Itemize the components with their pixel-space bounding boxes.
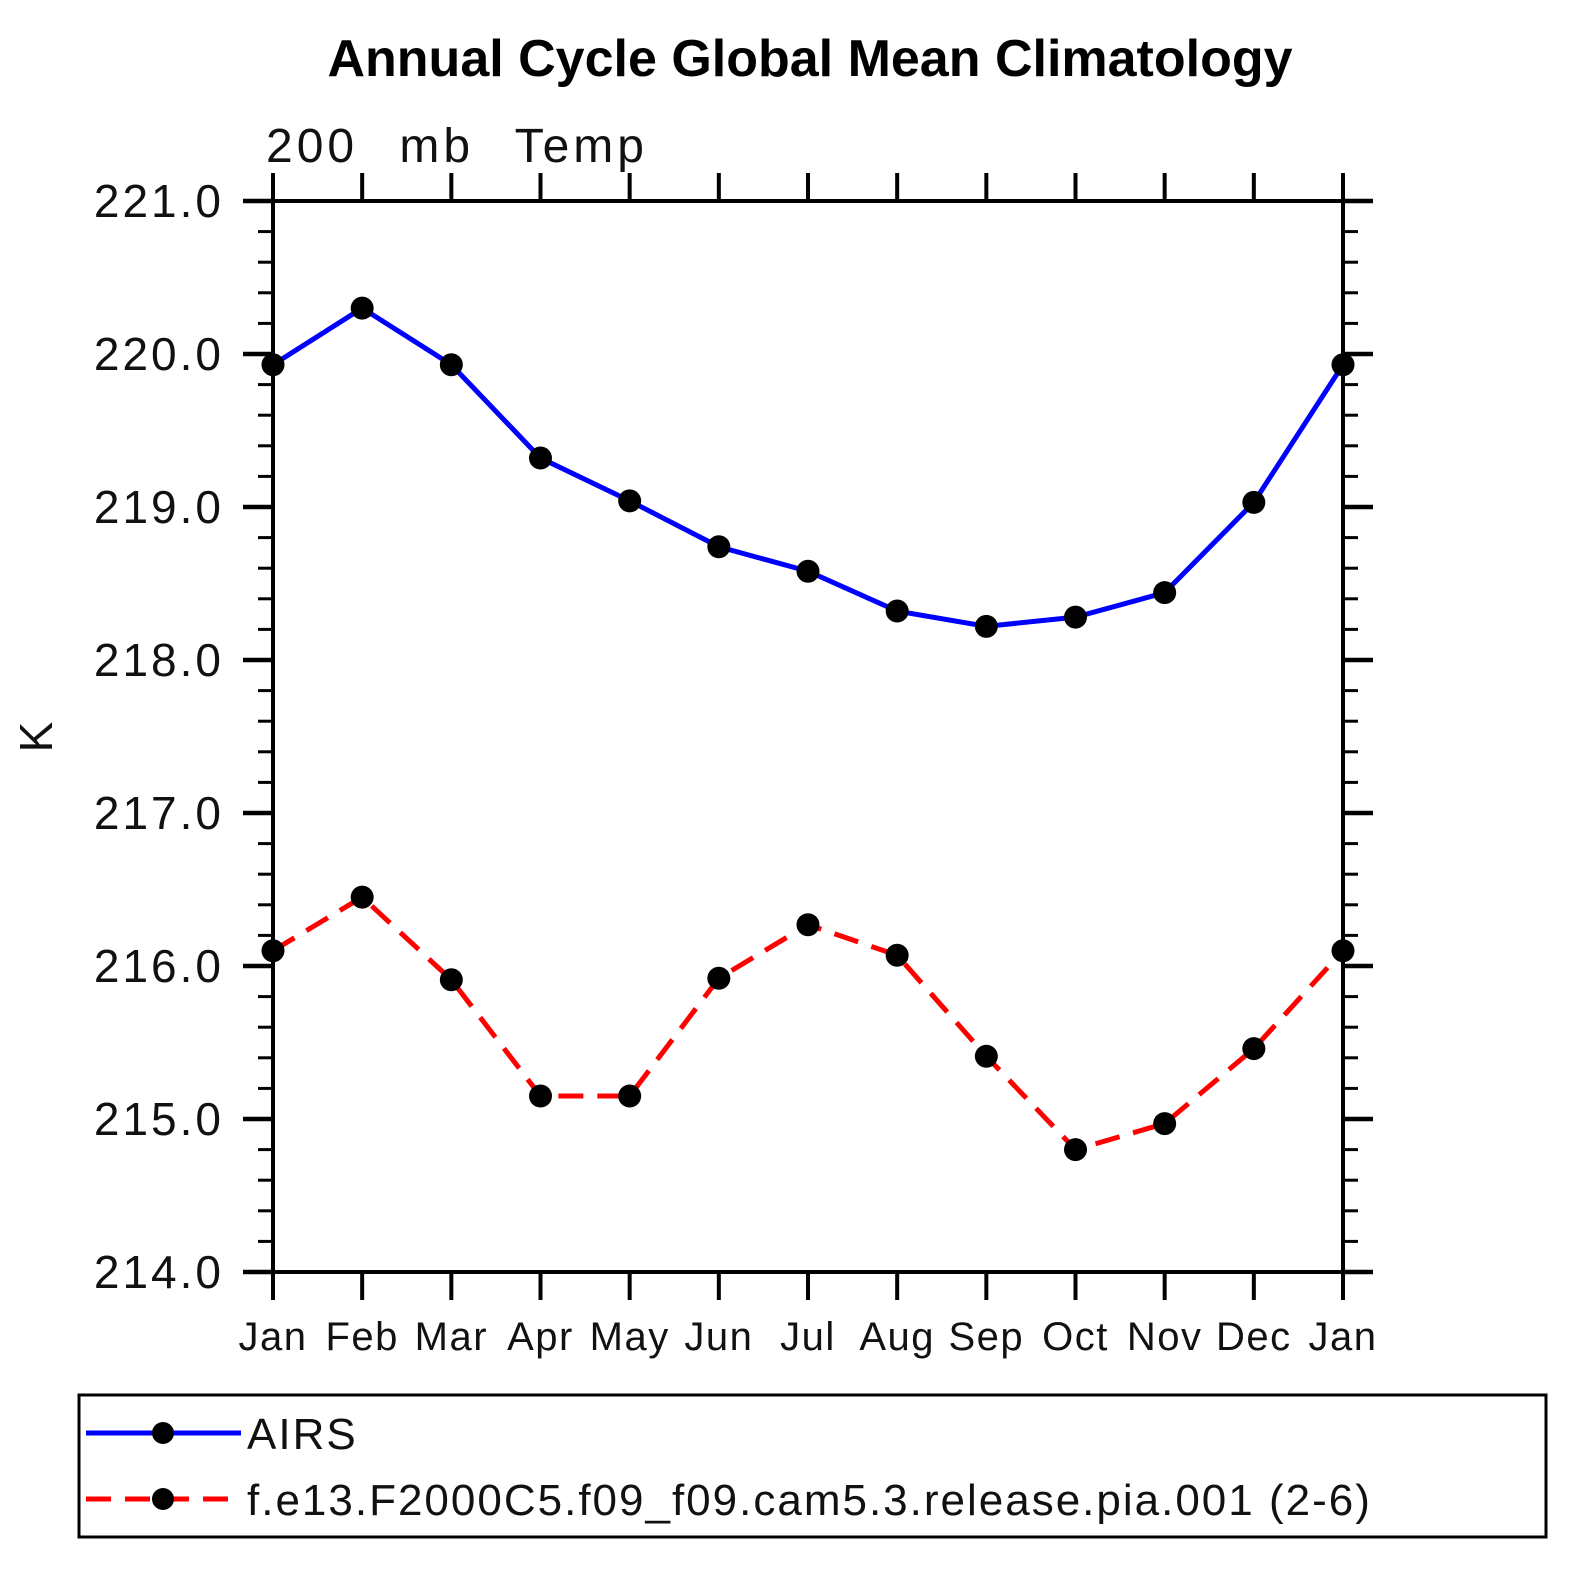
x-tick-label: Jul: [780, 1315, 836, 1359]
data-point-marker: [974, 1044, 998, 1068]
legend-label: f.e13.F2000C5.f09_f09.cam5.3.release.pia…: [247, 1476, 1372, 1525]
y-tick-label: 215.0: [94, 1093, 224, 1145]
x-tick-label: Aug: [859, 1315, 935, 1359]
x-tick-label: Jan: [239, 1315, 308, 1359]
data-point-marker: [439, 353, 463, 377]
y-tick-label: 219.0: [94, 481, 224, 533]
data-series: [261, 296, 1355, 1162]
data-point-marker: [350, 296, 374, 320]
x-tick-label: May: [590, 1315, 670, 1359]
data-point-marker: [796, 913, 820, 937]
y-tick-label: 220.0: [94, 328, 224, 380]
x-tick-label: Nov: [1127, 1315, 1203, 1359]
y-axis-ticks: [243, 198, 1373, 1275]
data-point-marker: [1064, 1138, 1087, 1162]
data-point-marker: [796, 559, 820, 583]
x-axis-ticks: [271, 173, 1345, 1300]
data-point-marker: [707, 535, 731, 559]
y-tick-label: 216.0: [94, 940, 224, 992]
y-axis-title: K: [10, 720, 62, 753]
data-point-marker: [1153, 1112, 1177, 1136]
x-tick-label: Oct: [1042, 1315, 1109, 1359]
legend-key-marker: [152, 1488, 174, 1510]
data-point-marker: [885, 599, 909, 623]
y-tick-label: 214.0: [94, 1246, 224, 1298]
data-point-marker: [261, 939, 285, 963]
chart-title: Annual Cycle Global Mean Climatology: [327, 30, 1292, 88]
data-point-marker: [439, 968, 463, 992]
data-point-marker: [1242, 490, 1266, 514]
y-tick-label: 221.0: [94, 175, 224, 227]
data-point-marker: [350, 885, 374, 909]
data-point-marker: [618, 489, 642, 513]
x-tick-label: Sep: [948, 1315, 1024, 1359]
data-point-marker: [1331, 939, 1355, 963]
data-point-marker: [1153, 581, 1177, 605]
x-tick-label: Dec: [1216, 1315, 1292, 1359]
data-point-marker: [529, 1084, 552, 1108]
data-point-marker: [1331, 353, 1355, 377]
legend: AIRS f.e13.F2000C5.f09_f09.cam5.3.release…: [77, 1393, 1548, 1539]
x-axis-tick-labels: Jan Feb Mar Apr May Jun Jul Aug Sep Oct Nov Dec Jan: [239, 1315, 1378, 1359]
x-tick-label: Feb: [325, 1315, 398, 1359]
data-point-marker: [261, 353, 285, 377]
data-point-marker: [974, 614, 998, 638]
data-point-marker: [707, 966, 731, 990]
x-tick-label: Jun: [684, 1315, 753, 1359]
y-axis-tick-labels: 221.0 220.0 219.0 218.0 217.0 216.0 215.0 214.0: [94, 175, 224, 1298]
chart-subtitle: 200 mb Temp: [266, 120, 648, 173]
y-tick-label: 217.0: [94, 787, 224, 839]
data-point-marker: [529, 446, 552, 470]
data-point-marker: [1242, 1037, 1266, 1061]
legend-box: [77, 1393, 1548, 1539]
data-point-marker: [618, 1084, 642, 1108]
legend-label: AIRS: [247, 1410, 358, 1459]
x-tick-label: Apr: [507, 1315, 574, 1359]
x-tick-label: Jan: [1309, 1315, 1378, 1359]
y-tick-label: 218.0: [94, 634, 224, 686]
legend-key-marker: [152, 1422, 174, 1444]
x-tick-label: Mar: [415, 1315, 488, 1359]
data-point-marker: [1064, 605, 1087, 629]
data-point-marker: [885, 943, 909, 967]
